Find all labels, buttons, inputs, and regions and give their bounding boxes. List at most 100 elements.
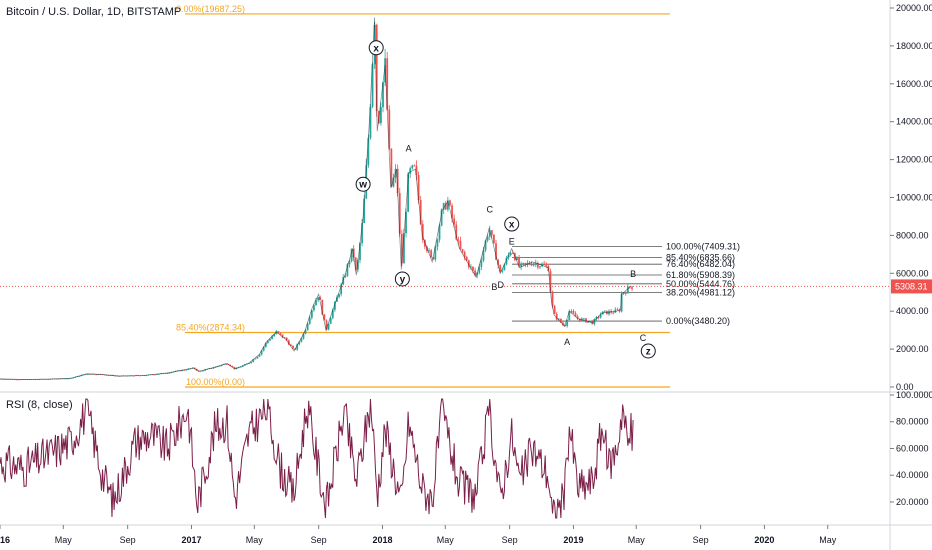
candle-body	[168, 372, 171, 374]
wave-label: x	[373, 43, 379, 54]
candle-body	[486, 236, 489, 241]
candle-body	[597, 316, 600, 318]
candle-body	[505, 257, 508, 265]
rsi-series-line	[0, 398, 634, 519]
x-tick-label: May	[628, 535, 646, 545]
x-tick-label: 2018	[372, 535, 392, 545]
candle-body	[444, 203, 447, 210]
candle-body	[304, 330, 307, 334]
candle-body	[166, 373, 169, 374]
candle-body	[315, 300, 317, 306]
candle-body	[38, 379, 41, 381]
candle-body	[536, 262, 539, 268]
candle-body	[465, 256, 468, 261]
y-tick-label: 0.00	[896, 382, 914, 392]
candle-body	[266, 340, 269, 343]
candle-body	[49, 379, 52, 380]
candle-body	[11, 379, 14, 380]
candle-body	[463, 251, 466, 257]
candle-body	[539, 266, 541, 268]
wave-label: A	[406, 144, 412, 154]
candle-body	[185, 369, 188, 371]
candle-body	[233, 366, 236, 369]
candle-body	[576, 316, 579, 319]
candle-body	[216, 366, 219, 368]
candle-body	[442, 203, 445, 210]
candle-body	[532, 263, 535, 266]
fib-level-label: 100.00%(7409.31)	[666, 242, 740, 252]
candle-body	[375, 24, 378, 112]
candle-body	[593, 318, 596, 325]
candle-body	[446, 200, 449, 210]
candle-body	[524, 263, 527, 264]
candle-body	[275, 331, 278, 335]
wave-label-circle	[640, 343, 656, 359]
candle-body	[285, 337, 288, 341]
candle-body	[3, 379, 6, 380]
candle-body	[578, 318, 581, 321]
candle-body	[66, 378, 68, 380]
candle-body	[423, 240, 426, 247]
candle-body	[455, 224, 458, 240]
candle-body	[321, 299, 324, 315]
candle-body	[568, 311, 571, 320]
candle-body	[419, 200, 422, 225]
candle-body	[557, 318, 560, 320]
candle-body	[296, 344, 299, 350]
candle-body	[434, 246, 437, 260]
candle-body	[36, 379, 39, 380]
candle-body	[218, 365, 221, 367]
candle-body	[283, 337, 286, 339]
candle-body	[279, 332, 282, 335]
candle-body	[620, 293, 623, 312]
candle-body	[449, 200, 451, 206]
candle-body	[271, 336, 273, 340]
candle-body	[300, 338, 303, 342]
candle-body	[451, 205, 453, 219]
candle-body	[250, 361, 253, 364]
candle-body	[407, 173, 410, 212]
candle-body	[269, 339, 271, 341]
wave-label-circle	[368, 40, 384, 56]
candle-body	[388, 109, 391, 149]
rsi-tick-label: 40.0000	[896, 470, 929, 480]
candle-body	[616, 309, 619, 311]
candle-body	[608, 310, 610, 315]
fib-level-label: 85.40%(2874.34)	[176, 323, 245, 333]
candle-body	[45, 379, 47, 380]
candle-body	[78, 376, 81, 377]
candle-body	[331, 309, 334, 319]
candle-body	[559, 318, 562, 323]
candle-body	[292, 345, 294, 349]
candle-body	[415, 165, 418, 175]
candle-body	[202, 370, 204, 372]
x-tick-label: May	[246, 535, 264, 545]
candle-body	[361, 223, 363, 244]
x-tick-label: May	[55, 535, 73, 545]
candle-body	[392, 177, 395, 187]
candle-body	[179, 370, 181, 372]
candle-body	[197, 370, 200, 372]
y-tick-label: 18000.00	[896, 41, 932, 51]
candle-body	[308, 317, 311, 324]
x-tick-label: 2016	[0, 535, 10, 545]
fib-level-label: 76.40%(6482.04)	[666, 259, 735, 269]
y-tick-label: 10000.00	[896, 193, 932, 203]
candle-body	[310, 310, 313, 318]
candle-body	[325, 320, 328, 330]
candle-body	[252, 359, 255, 362]
y-tick-label: 20000.00	[896, 3, 932, 13]
rsi-title: RSI (8, close)	[6, 399, 73, 411]
candle-body	[398, 193, 401, 234]
wave-label: A	[564, 337, 570, 347]
y-tick-label: 8000.00	[896, 230, 929, 240]
fib-level-label: 0.00%(19687.25)	[176, 4, 245, 14]
candle-body	[511, 253, 514, 254]
candle-body	[380, 107, 382, 124]
candle-body	[618, 309, 621, 312]
candle-body	[409, 168, 412, 174]
candle-body	[210, 368, 213, 370]
candle-body	[329, 318, 332, 324]
candle-body	[507, 255, 510, 258]
